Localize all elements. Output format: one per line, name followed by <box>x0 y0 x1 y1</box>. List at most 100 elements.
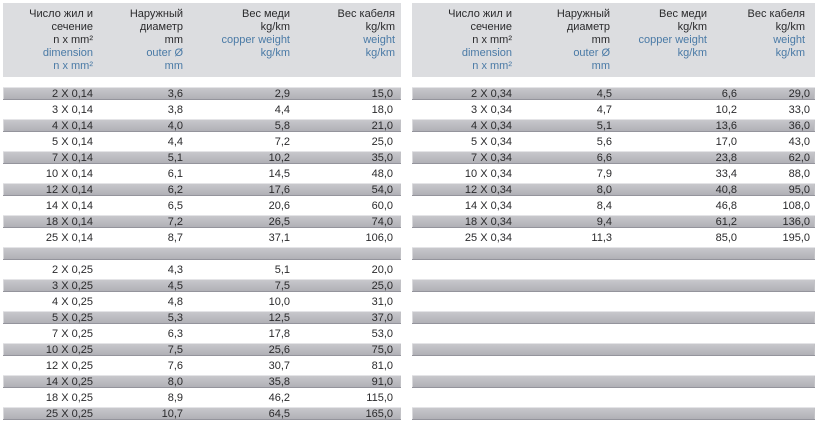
table-row: 14 X 0,34 8,4 46,8 108,0 <box>412 198 815 214</box>
header-en-line: weight <box>363 34 395 46</box>
cell-copper-weight: 85,0 <box>715 232 737 244</box>
cell-cable-weight: 60,0 <box>371 200 393 212</box>
header-en-line: kg/km <box>677 47 707 59</box>
row-highlight-bar <box>412 247 815 260</box>
row-highlight-bar <box>412 183 815 196</box>
cell-cable-weight: 195,0 <box>782 232 810 244</box>
header-en-line: weight <box>773 34 805 46</box>
cell-outer-diameter: 8,0 <box>167 376 183 388</box>
row-highlight-bar <box>3 375 401 388</box>
header-ru-line: Наружный <box>129 8 183 20</box>
table-row-line: 14 X 0,25 8,0 35,8 91,0 <box>3 374 401 390</box>
table-row: 2 X 0,14 3,6 2,9 15,0 <box>3 86 401 102</box>
table-row-line: 18 X 0,34 9,4 61,2 136,0 <box>412 214 815 230</box>
header-ru-line: Вес кабеля <box>747 8 806 20</box>
cell-cable-weight: 21,0 <box>371 120 393 132</box>
cell-copper-weight: 37,1 <box>268 232 290 244</box>
table-row: 18 X 0,25 8,9 46,2 115,0 <box>3 390 401 406</box>
cell-cable-weight: 36,0 <box>788 120 810 132</box>
row-highlight-bar <box>412 215 815 228</box>
row-highlight-bar <box>412 87 815 100</box>
table-row-line: 25 X 0,25 10,7 64,5 165,0 <box>3 406 401 422</box>
cell-dimension: 5 X 0,14 <box>52 136 93 148</box>
table-row-line: 2 X 0,34 4,5 6,6 29,0 <box>412 86 815 102</box>
header-ru-line: сечение <box>51 21 93 33</box>
cell-dimension: 12 X 0,14 <box>45 184 93 196</box>
empty-row <box>412 262 815 278</box>
cell-dimension: 25 X 0,14 <box>45 232 93 244</box>
cell-dimension: 4 X 0,34 <box>471 120 512 132</box>
cell-copper-weight: 25,6 <box>268 344 290 356</box>
row-highlight-bar <box>3 407 401 420</box>
header-en-line: n x mm² <box>53 60 93 72</box>
cell-cable-weight: 95,0 <box>788 184 810 196</box>
cell-cable-weight: 108,0 <box>782 200 810 212</box>
cell-copper-weight: 40,8 <box>715 184 737 196</box>
row-highlight-bar <box>3 87 401 100</box>
cell-cable-weight: 53,0 <box>371 328 393 340</box>
table-row-line: 25 X 0,14 8,7 37,1 106,0 <box>3 230 401 246</box>
header-en-line: copper weight <box>221 34 291 46</box>
row-highlight-bar <box>412 119 815 132</box>
header-ru-line: mm <box>164 34 183 46</box>
table-row: 14 X 0,25 8,0 35,8 91,0 <box>3 374 401 390</box>
cell-cable-weight: 31,0 <box>371 296 393 308</box>
table-row-line: 10 X 0,34 7,9 33,4 88,0 <box>412 166 815 182</box>
cell-dimension: 14 X 0,34 <box>464 200 512 212</box>
cell-dimension: 14 X 0,14 <box>45 200 93 212</box>
table-row: 4 X 0,34 5,1 13,6 36,0 <box>412 118 815 134</box>
table-row: 2 X 0,34 4,5 6,6 29,0 <box>412 86 815 102</box>
cell-cable-weight: 75,0 <box>371 344 393 356</box>
cell-dimension: 25 X 0,34 <box>464 232 512 244</box>
cell-outer-diameter: 5,1 <box>596 120 612 132</box>
cell-copper-weight: 10,2 <box>715 104 737 116</box>
cell-outer-diameter: 7,2 <box>167 216 183 228</box>
header-ru-line: Наружный <box>556 8 610 20</box>
table-row: 25 X 0,25 10,7 64,5 165,0 <box>3 406 401 422</box>
cell-cable-weight: 25,0 <box>371 280 393 292</box>
cell-outer-diameter: 3,6 <box>167 88 183 100</box>
cell-outer-diameter: 8,9 <box>167 392 183 404</box>
cell-cable-weight: 62,0 <box>788 152 810 164</box>
cell-outer-diameter: 4,0 <box>167 120 183 132</box>
cell-dimension: 4 X 0,14 <box>52 120 93 132</box>
cell-outer-diameter: 6,6 <box>596 152 612 164</box>
header-en-line: dimension <box>461 47 512 59</box>
row-highlight-bar <box>3 279 401 292</box>
table-row-line: 3 X 0,14 3,8 4,4 18,0 <box>3 102 401 118</box>
header-en-line: n x mm² <box>472 60 512 72</box>
cell-outer-diameter: 6,1 <box>167 168 183 180</box>
table-row: 7 X 0,14 5,1 10,2 35,0 <box>3 150 401 166</box>
row-highlight-bar <box>3 119 401 132</box>
cell-copper-weight: 17,8 <box>268 328 290 340</box>
cell-outer-diameter: 4,5 <box>596 88 612 100</box>
table-row-line: 10 X 0,25 7,5 25,6 75,0 <box>3 342 401 358</box>
table-row-line: 25 X 0,34 11,3 85,0 195,0 <box>412 230 815 246</box>
table-row-line: 3 X 0,25 4,5 7,5 25,0 <box>3 278 401 294</box>
table-row: 25 X 0,14 8,7 37,1 106,0 <box>3 230 401 246</box>
cell-outer-diameter: 6,3 <box>167 328 183 340</box>
cell-cable-weight: 54,0 <box>371 184 393 196</box>
empty-row <box>412 278 815 294</box>
cell-copper-weight: 5,8 <box>274 120 290 132</box>
table-row: 7 X 0,25 6,3 17,8 53,0 <box>3 326 401 342</box>
header-en-line: kg/km <box>260 47 290 59</box>
table-row-line: 4 X 0,34 5,1 13,6 36,0 <box>412 118 815 134</box>
cell-outer-diameter: 5,6 <box>596 136 612 148</box>
cell-copper-weight: 64,5 <box>268 408 290 420</box>
cell-cable-weight: 35,0 <box>371 152 393 164</box>
table-row: 7 X 0,34 6,6 23,8 62,0 <box>412 150 815 166</box>
cell-cable-weight: 37,0 <box>371 312 393 324</box>
empty-row <box>412 310 815 326</box>
cell-dimension: 12 X 0,34 <box>464 184 512 196</box>
table-row-line: 12 X 0,34 8,0 40,8 95,0 <box>412 182 815 198</box>
cell-cable-weight: 106,0 <box>365 232 393 244</box>
cell-cable-weight: 29,0 <box>788 88 810 100</box>
cell-copper-weight: 35,8 <box>268 376 290 388</box>
table-row: 3 X 0,25 4,5 7,5 25,0 <box>3 278 401 294</box>
table-row: 3 X 0,34 4,7 10,2 33,0 <box>412 102 815 118</box>
cell-dimension: 2 X 0,34 <box>471 88 512 100</box>
row-highlight-bar <box>412 151 815 164</box>
